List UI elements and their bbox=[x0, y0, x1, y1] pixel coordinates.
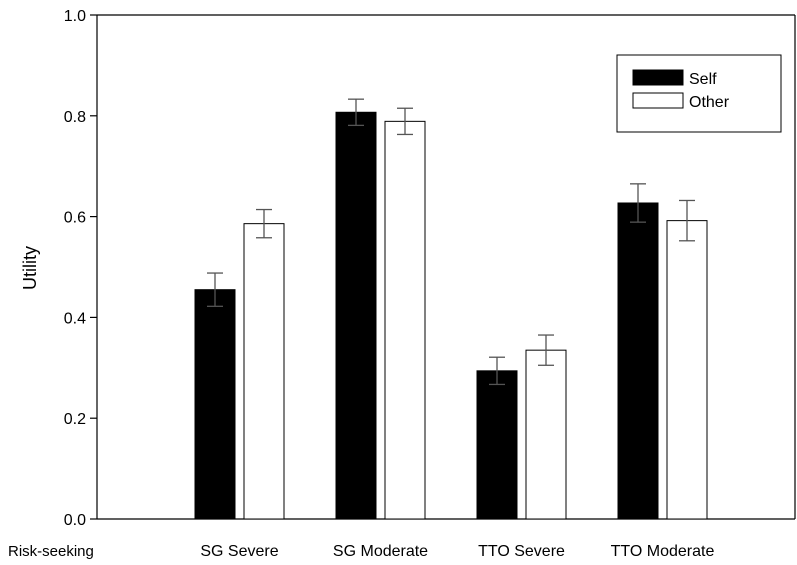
bar-self bbox=[476, 370, 518, 520]
y-tick-label: 0.8 bbox=[64, 109, 86, 126]
y-axis-label: Utility bbox=[20, 246, 40, 290]
x-category-label: SG Moderate bbox=[333, 543, 428, 560]
y-tick-label: 1.0 bbox=[64, 8, 86, 25]
legend-label-self: Self bbox=[689, 71, 717, 88]
legend-swatch-self bbox=[632, 69, 684, 86]
x-category-label: SG Severe bbox=[200, 543, 278, 560]
bar-self bbox=[194, 289, 236, 520]
y-tick-label: 0.0 bbox=[64, 512, 86, 529]
x-category-label: TTO Severe bbox=[478, 543, 565, 560]
bar-other bbox=[666, 220, 708, 520]
legend-label-other: Other bbox=[689, 94, 730, 111]
y-tick-label: 0.4 bbox=[64, 310, 86, 327]
x-categories: SG Severe SG Moderate TTO Severe TTO Modera… bbox=[200, 543, 714, 560]
y-ticks: 0.0 0.2 0.4 0.6 0.8 1.0 bbox=[64, 8, 97, 529]
y-tick-label: 0.6 bbox=[64, 210, 86, 227]
x-category-label: TTO Moderate bbox=[611, 543, 715, 560]
bar-self bbox=[617, 202, 659, 520]
bar-other bbox=[384, 120, 426, 520]
risk-seeking-label: Risk-seeking bbox=[8, 543, 94, 560]
legend: Self Other bbox=[616, 54, 782, 133]
y-tick-label: 0.2 bbox=[64, 411, 86, 428]
bar-self bbox=[335, 111, 377, 520]
legend-swatch-other bbox=[632, 92, 684, 109]
bars bbox=[194, 98, 708, 520]
bar-other bbox=[525, 349, 567, 520]
bar-other bbox=[243, 223, 285, 520]
